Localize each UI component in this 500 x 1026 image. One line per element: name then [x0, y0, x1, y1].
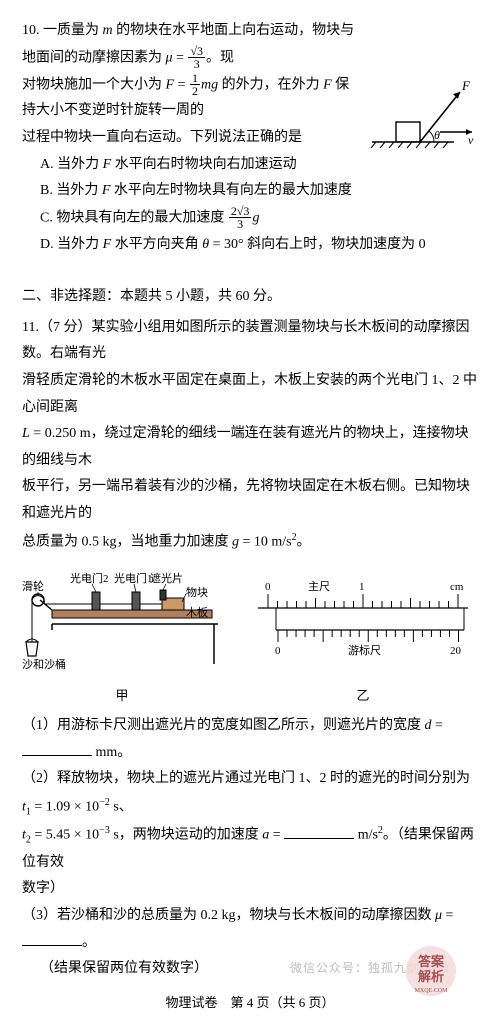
q11-part2: （2）释放物块，物块上的遮光片通过光电门 1、2 时的遮光的时间分别为 t1 =… — [22, 766, 478, 821]
frac-1-2: 12 — [190, 72, 200, 98]
q11-part3b: （结果保留两位有效数字） — [22, 956, 478, 983]
svg-text:游标尺: 游标尺 — [348, 643, 381, 657]
blank-mu[interactable] — [22, 931, 82, 946]
question-11: 11.（7 分）某实验小组用如图所示的装置测量物块与长木板间的动摩擦因数。右端有… — [22, 315, 478, 983]
blank-d[interactable] — [22, 741, 92, 756]
page-footer: 物理试卷 第 4 页（共 6 页） — [22, 991, 478, 1016]
svg-text:cm: cm — [450, 581, 464, 593]
svg-text:木板: 木板 — [186, 605, 208, 619]
q11-number: 11. — [22, 320, 39, 335]
q10-number: 10. — [22, 23, 40, 38]
q10-diagram: Fθ v — [368, 76, 478, 177]
svg-text:F: F — [461, 78, 471, 93]
svg-text:遮光片: 遮光片 — [150, 571, 183, 585]
svg-text:0: 0 — [265, 581, 271, 593]
caption-jia: 甲 — [22, 684, 222, 709]
frac-sqrt3-3: √33 — [188, 45, 205, 71]
q10-stem: 10. 一质量为 m 的物块在水平地面上向右运动，物块与地面间的动摩擦因素为 μ… — [22, 18, 478, 72]
svg-text:滑轮: 滑轮 — [22, 579, 44, 593]
svg-text:光电门2: 光电门2 — [70, 571, 109, 585]
frac-2sqrt3-3: 2√33 — [229, 205, 252, 231]
section-2-heading: 二、非选择题：本题共 5 小题，共 60 分。 — [22, 284, 478, 311]
q11-part2b: t2 = 5.45 × 10−3 s，两物块运动的加速度 a = m/s2。（结… — [22, 821, 478, 876]
svg-text:光电门1: 光电门1 — [114, 571, 153, 585]
q11-part1: （1）用游标卡尺测出遮光片的宽度如图乙所示，则遮光片的宽度 d = mm。 — [22, 713, 478, 766]
q11-line4: 板平行，另一端吊着装有沙的沙桶，先将物块固定在木板右侧。已知物块和遮光片的 — [22, 474, 478, 527]
q11-figures: 滑轮 光电门2 光电门1遮光片物块木板沙和沙桶 甲 0 主尺 1 cm 0 游标尺 20 乙 — [22, 564, 478, 709]
svg-text:1: 1 — [359, 581, 365, 593]
svg-text:θ: θ — [434, 128, 440, 142]
svg-text:v: v — [468, 133, 474, 147]
q10-option-b: B. 当外力 F 水平向左时物块具有向左的最大加速度 — [22, 178, 478, 205]
caption-yi: 乙 — [248, 684, 478, 709]
svg-text:沙和沙桶: 沙和沙桶 — [22, 657, 66, 671]
q11-line3: L = 0.250 m，绕过定滑轮的细线一端连在装有遮光片的物块上，连接物块的细… — [22, 421, 478, 474]
vernier-figure: 0 主尺 1 cm 0 游标尺 20 乙 — [248, 574, 478, 709]
q11-line5: 总质量为 0.5 kg，当地重力加速度 g = 10 m/s2。 — [22, 528, 478, 556]
svg-text:物块: 物块 — [186, 585, 208, 599]
q11-points: （7 分） — [39, 320, 92, 335]
apparatus-figure: 滑轮 光电门2 光电门1遮光片物块木板沙和沙桶 甲 — [22, 564, 222, 709]
q11-part3: （3）若沙桶和沙的总质量为 0.2 kg，物块与长木板间的动摩擦因数 μ = 。 — [22, 903, 478, 956]
q10-option-d: D. 当外力 F 水平方向夹角 θ = 30° 斜向右上时，物块加速度为 0 — [22, 232, 478, 259]
svg-text:20: 20 — [450, 645, 462, 657]
q11-line1: 11.（7 分）某实验小组用如图所示的装置测量物块与长木板间的动摩擦因数。右端有… — [22, 315, 478, 368]
q10-option-c: C. 物块具有向左的最大加速度 2√33g — [22, 205, 478, 232]
blank-a[interactable] — [284, 824, 354, 839]
svg-text:主尺: 主尺 — [308, 580, 330, 593]
q11-part2c: 数字） — [22, 876, 478, 903]
svg-text:0: 0 — [275, 645, 281, 657]
question-10: Fθ v 10. 一质量为 m 的物块在水平地面上向右运动，物块与地面间的动摩擦因… — [22, 18, 478, 258]
q11-line2: 滑轻质定滑轮的木板水平固定在桌面上，木板上安装的两个光电门 1、2 中心间距离 — [22, 368, 478, 421]
